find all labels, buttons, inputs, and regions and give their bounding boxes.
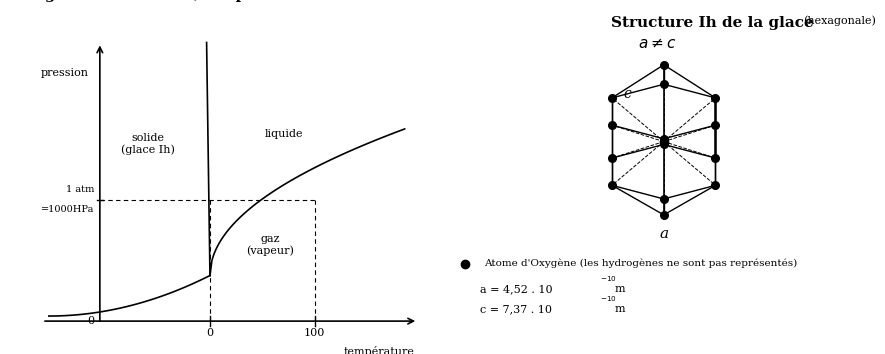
Text: gaz
(vapeur): gaz (vapeur) xyxy=(246,234,295,256)
Text: 100: 100 xyxy=(304,328,326,338)
Text: =1000HPa: =1000HPa xyxy=(41,205,95,214)
Text: a: a xyxy=(659,227,668,241)
Text: 0: 0 xyxy=(88,316,95,326)
Text: température
(°C): température (°C) xyxy=(343,347,414,354)
Text: 1 atm: 1 atm xyxy=(66,185,95,194)
Text: (hexagonale): (hexagonale) xyxy=(804,16,876,27)
Text: solide
(glace Ih): solide (glace Ih) xyxy=(121,133,175,155)
Text: $^{-10}$: $^{-10}$ xyxy=(601,297,618,306)
Text: m: m xyxy=(615,284,626,294)
Text: 0: 0 xyxy=(206,328,213,338)
Text: c = 7,37 . 10: c = 7,37 . 10 xyxy=(480,304,552,314)
Text: liquide: liquide xyxy=(265,129,303,139)
Text: c: c xyxy=(623,87,631,101)
Text: Diagramme Pression/Température de l'eau: Diagramme Pression/Température de l'eau xyxy=(16,0,381,2)
Text: $^{-10}$: $^{-10}$ xyxy=(601,277,618,286)
Text: m: m xyxy=(615,304,626,314)
Text: Structure Ih de la glace: Structure Ih de la glace xyxy=(611,16,813,30)
Text: a = 4,52 . 10: a = 4,52 . 10 xyxy=(480,284,553,294)
Text: pression: pression xyxy=(41,68,89,78)
Text: $a \neq c$: $a \neq c$ xyxy=(638,37,676,51)
Text: Atome d'Oxygène (les hydrogènes ne sont pas représentés): Atome d'Oxygène (les hydrogènes ne sont … xyxy=(485,259,797,268)
